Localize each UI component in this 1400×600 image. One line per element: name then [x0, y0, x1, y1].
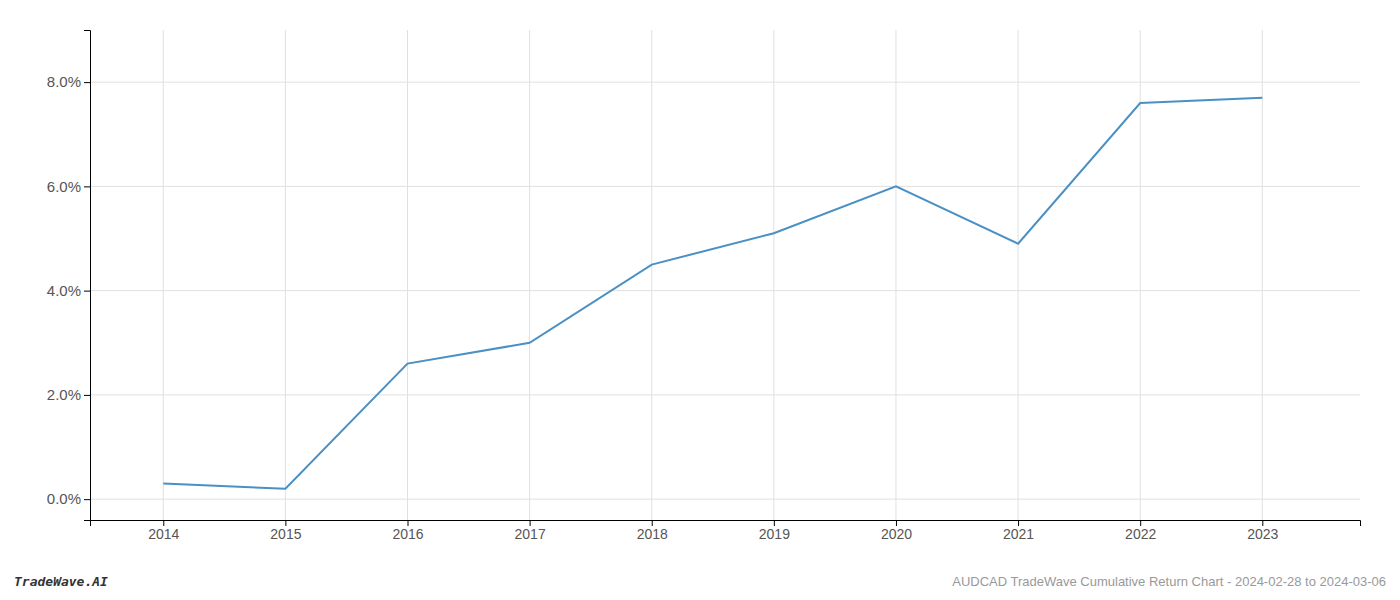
y-tick-label: 2.0%: [47, 386, 81, 403]
x-tick: 2019: [759, 520, 790, 542]
x-tick: 2014: [148, 520, 179, 542]
y-tick: 2.0%: [47, 386, 90, 403]
grid-line-x: [529, 30, 530, 520]
title: AUDCAD TradeWave Cumulative Return Chart…: [952, 574, 1386, 589]
grid-line-y: [90, 290, 1360, 291]
x-tick-label: 2017: [515, 526, 546, 542]
y-tick-mark: [84, 291, 90, 292]
x-tick-label: 2021: [1003, 526, 1034, 542]
x-tick: 2018: [637, 520, 668, 542]
y-tick-label: 6.0%: [47, 178, 81, 195]
watermark: TradeWave.AI: [14, 574, 108, 589]
grid-line-x: [1018, 30, 1019, 520]
x-tick-label: 2022: [1125, 526, 1156, 542]
footer: TradeWave.AI AUDCAD TradeWave Cumulative …: [14, 574, 1386, 589]
plot-area: [163, 98, 1262, 489]
x-tick-label: 2016: [392, 526, 423, 542]
y-tick-mark: [84, 395, 90, 396]
y-tick: 0.0%: [47, 490, 90, 507]
grid-line-y: [90, 186, 1360, 187]
y-tick-label: 8.0%: [47, 73, 81, 90]
y-axis-line: [84, 31, 91, 521]
x-axis: 2014 2015 2016 2017 2018 2019 2020 2021 2022 2023: [91, 520, 1361, 542]
x-tick-label: 2019: [759, 526, 790, 542]
grid-line-x: [285, 30, 286, 520]
x-tick-label: 2015: [270, 526, 301, 542]
y-axis: 0.0% 2.0% 4.0% 6.0% 8.0%: [47, 31, 91, 521]
y-tick-label: 0.0%: [47, 490, 81, 507]
x-tick: 2020: [881, 520, 912, 542]
x-tick: 2021: [1003, 520, 1034, 542]
y-tick-mark: [84, 499, 90, 500]
x-tick: 2017: [515, 520, 546, 542]
y-tick: 4.0%: [47, 282, 90, 299]
grid-line-x: [895, 30, 896, 520]
x-tick-label: 2018: [637, 526, 668, 542]
y-tick: 6.0%: [47, 178, 90, 195]
grid-line-y: [90, 394, 1360, 395]
y-tick-label: 4.0%: [47, 282, 81, 299]
grid-line-x: [407, 30, 408, 520]
y-tick-mark: [84, 186, 90, 187]
chart: 2014 2015 2016 2017 2018 2019 2020 2021 2022 2023…: [0, 0, 1400, 600]
x-tick: 2023: [1247, 520, 1278, 542]
grid-line-y: [90, 499, 1360, 500]
grid-line-y: [90, 82, 1360, 83]
y-tick: 8.0%: [47, 73, 90, 90]
y-tick-mark: [84, 82, 90, 83]
x-tick: 2016: [392, 520, 423, 542]
x-tick-label: 2023: [1247, 526, 1278, 542]
grid-line-x: [1262, 30, 1263, 520]
x-tick-label: 2020: [881, 526, 912, 542]
x-tick-label: 2014: [148, 526, 179, 542]
x-tick: 2022: [1125, 520, 1156, 542]
x-tick: 2015: [270, 520, 301, 542]
grid-line-x: [163, 30, 164, 520]
grid-line-x: [773, 30, 774, 520]
line: [163, 98, 1262, 489]
grid: [90, 30, 1360, 520]
grid-line-x: [651, 30, 652, 520]
